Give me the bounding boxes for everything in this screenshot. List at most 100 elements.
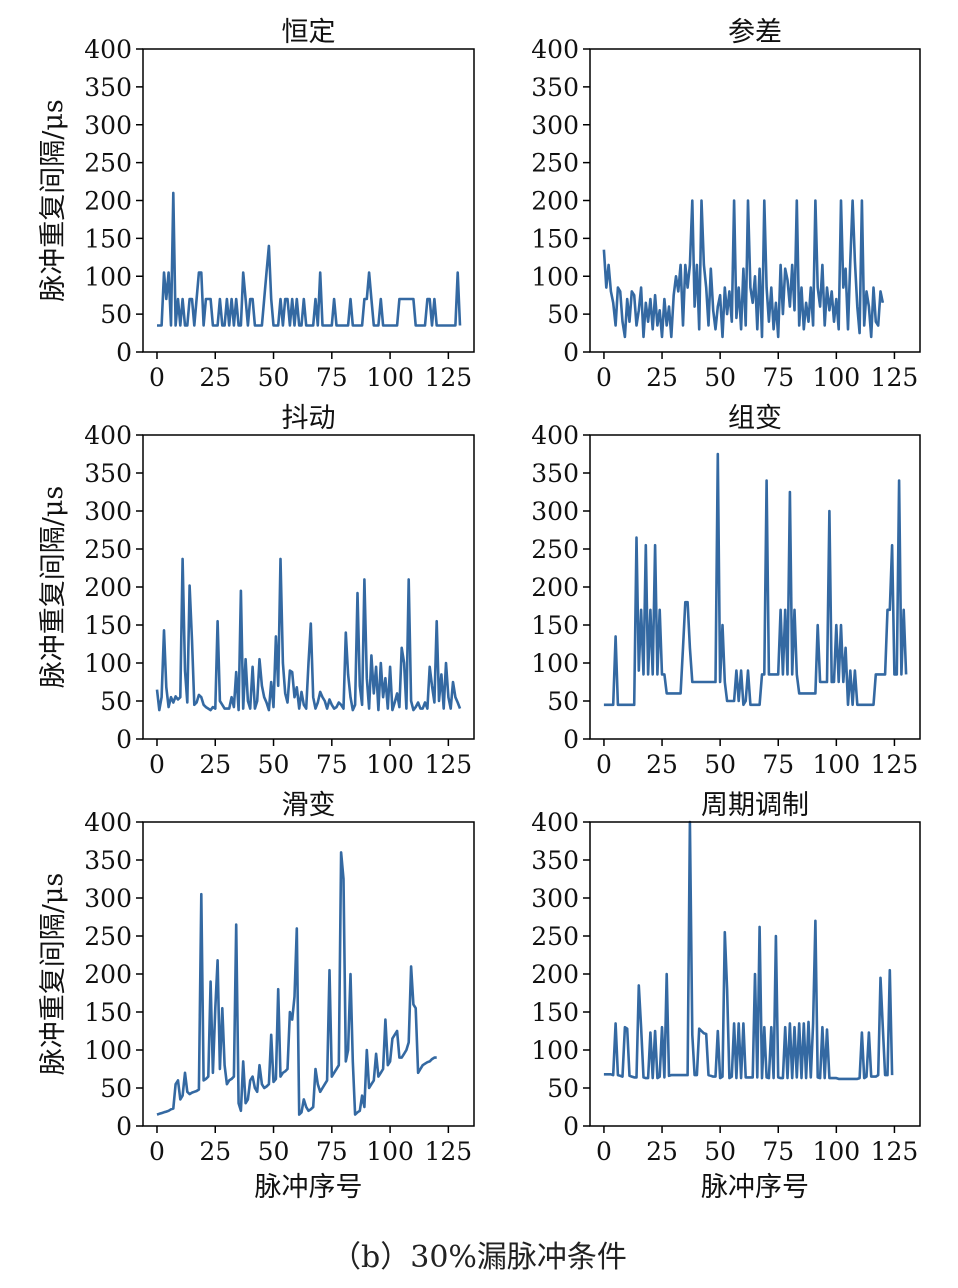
- subplot-title: 恒定: [282, 17, 336, 48]
- subplot-4: 组变 0 50 100 150 200 250 300 350 400 0 25 50 75 100 125: [531, 403, 921, 779]
- x-tick-label: 75: [762, 1137, 794, 1166]
- y-tick-label: 350: [84, 459, 132, 488]
- x-tick-label: 25: [646, 750, 678, 779]
- x-tick-label: 125: [871, 363, 919, 392]
- y-tick-label: 400: [84, 35, 132, 64]
- figure-caption: （b）30%漏脉冲条件: [331, 1240, 627, 1275]
- series-line: [155, 557, 462, 712]
- x-tick-label: 50: [704, 750, 736, 779]
- x-tick-label: 100: [366, 1137, 414, 1166]
- y-tick-label: 100: [84, 1036, 132, 1065]
- y-tick-label: 400: [531, 421, 579, 450]
- subplot-2: 参差 0 50 100 150 200 250 300 350 400 0 25 50 75 100 125: [531, 17, 921, 392]
- subplot-title: 抖动: [282, 403, 336, 434]
- plot-frame: [589, 821, 921, 1127]
- x-tick-label: 125: [871, 750, 919, 779]
- y-tick-label: 150: [84, 998, 132, 1027]
- y-tick-label: 250: [531, 922, 579, 951]
- y-tick-label: 300: [84, 497, 132, 526]
- y-tick-label: 200: [84, 573, 132, 602]
- x-tick-label: 100: [366, 363, 414, 392]
- y-tick-label: 50: [547, 1074, 579, 1103]
- y-axis-label: 脉冲重复间隔/μs: [38, 873, 69, 1076]
- y-tick-label: 100: [84, 649, 132, 678]
- y-tick-label: 400: [84, 808, 132, 837]
- x-tick-label: 125: [871, 1137, 919, 1166]
- x-tick-label: 75: [316, 750, 348, 779]
- x-tick-label: 0: [596, 750, 612, 779]
- subplot-title: 组变: [728, 403, 782, 434]
- subplot-1: 恒定 0 50 100 150 200 250 300 350 400 0 25 50 75 100 125 脉…: [38, 17, 475, 392]
- y-tick-label: 300: [84, 884, 132, 913]
- x-axis-label: 脉冲序号: [701, 1172, 809, 1203]
- x-tick-label: 25: [646, 1137, 678, 1166]
- y-tick-label: 0: [116, 1112, 132, 1141]
- series-line: [603, 820, 894, 1081]
- plot-frame: [589, 48, 921, 353]
- y-tick-label: 150: [84, 611, 132, 640]
- subplot-3: 抖动 0 50 100 150 200 250 300 350 400 0 25 50 75 100 125 脉…: [38, 403, 475, 779]
- plot-frame: [142, 48, 475, 353]
- x-tick-label: 0: [596, 363, 612, 392]
- x-tick-label: 125: [424, 750, 472, 779]
- y-tick-label: 400: [531, 35, 579, 64]
- x-tick-label: 25: [199, 750, 231, 779]
- y-tick-label: 150: [531, 224, 579, 253]
- x-tick-label: 75: [762, 750, 794, 779]
- x-tick-label: 75: [762, 363, 794, 392]
- y-axis-label: 脉冲重复间隔/μs: [38, 99, 69, 302]
- y-tick-label: 400: [531, 808, 579, 837]
- y-tick-label: 350: [84, 73, 132, 102]
- x-tick-label: 75: [316, 1137, 348, 1166]
- y-tick-label: 300: [531, 497, 579, 526]
- y-tick-label: 100: [531, 262, 579, 291]
- y-tick-label: 0: [563, 1112, 579, 1141]
- x-tick-label: 0: [149, 363, 165, 392]
- x-tick-label: 50: [258, 363, 290, 392]
- y-tick-label: 350: [531, 73, 579, 102]
- y-tick-label: 200: [84, 187, 132, 216]
- y-tick-label: 100: [84, 262, 132, 291]
- y-tick-label: 350: [531, 459, 579, 488]
- y-tick-label: 350: [531, 846, 579, 875]
- x-axis-label: 脉冲序号: [255, 1172, 363, 1203]
- y-tick-label: 0: [116, 725, 132, 754]
- y-tick-label: 50: [547, 687, 579, 716]
- x-tick-label: 100: [812, 363, 860, 392]
- x-tick-label: 0: [596, 1137, 612, 1166]
- y-axis-label: 脉冲重复间隔/μs: [38, 486, 69, 689]
- subplot-title: 周期调制: [701, 790, 809, 821]
- y-tick-label: 100: [531, 649, 579, 678]
- x-tick-label: 100: [812, 1137, 860, 1166]
- x-tick-label: 0: [149, 1137, 165, 1166]
- x-tick-label: 50: [258, 1137, 290, 1166]
- y-tick-label: 150: [531, 998, 579, 1027]
- x-tick-label: 25: [199, 363, 231, 392]
- plot-frame: [142, 434, 475, 740]
- series-line: [156, 851, 437, 1116]
- x-tick-label: 0: [149, 750, 165, 779]
- x-tick-label: 25: [646, 363, 678, 392]
- x-tick-label: 100: [366, 750, 414, 779]
- y-tick-label: 0: [563, 338, 579, 367]
- y-tick-label: 300: [531, 884, 579, 913]
- subplot-6: 周期调制 0 50 100 150 200 250 300 350 400 0 25 50 75 100 12…: [531, 790, 921, 1203]
- series-line: [602, 199, 885, 339]
- y-tick-label: 0: [116, 338, 132, 367]
- series-line: [603, 452, 908, 707]
- x-tick-label: 125: [424, 363, 472, 392]
- x-tick-label: 25: [199, 1137, 231, 1166]
- y-tick-label: 200: [531, 187, 579, 216]
- y-tick-label: 250: [531, 535, 579, 564]
- plot-frame: [142, 821, 475, 1127]
- y-tick-label: 350: [84, 846, 132, 875]
- subplot-title: 参差: [728, 17, 782, 48]
- y-tick-label: 50: [100, 687, 132, 716]
- y-tick-label: 250: [531, 149, 579, 178]
- y-tick-label: 50: [100, 300, 132, 329]
- y-tick-label: 0: [563, 725, 579, 754]
- plot-frame: [589, 434, 921, 740]
- y-tick-label: 200: [531, 960, 579, 989]
- x-tick-label: 50: [704, 1137, 736, 1166]
- y-tick-label: 250: [84, 535, 132, 564]
